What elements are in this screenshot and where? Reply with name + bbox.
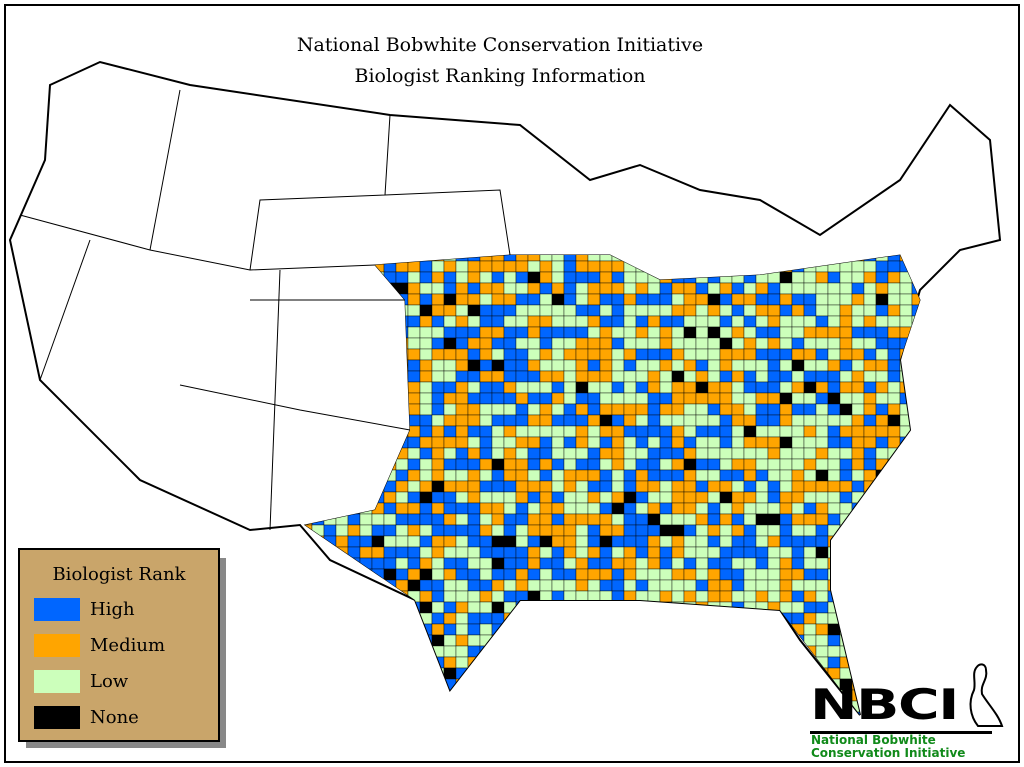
map-border: [4, 4, 1020, 763]
legend-title: Biologist Rank: [52, 564, 186, 585]
legend-swatch: [34, 705, 80, 729]
nbci-logo: NBCI National Bobwhite Conservation Init…: [808, 660, 1018, 760]
logo-rule: [810, 731, 992, 734]
legend-label: Medium: [90, 634, 166, 656]
state-borders: [19, 89, 511, 531]
map-title: National Bobwhite Conservation Initiativ…: [0, 30, 1000, 92]
logo-name: National Bobwhite Conservation Initiativ…: [811, 734, 965, 760]
legend: Biologist Rank High Medium Low None: [18, 548, 220, 742]
legend-label: None: [90, 706, 139, 728]
legend-item-low: Low: [34, 669, 218, 693]
legend-swatch: [34, 669, 80, 693]
logo-line-1: National Bobwhite: [811, 733, 936, 747]
title-line-2: Biologist Ranking Information: [354, 65, 646, 87]
legend-label: High: [90, 598, 135, 620]
legend-item-none: None: [34, 705, 218, 729]
logo-acronym: NBCI: [810, 680, 959, 729]
legend-item-high: High: [34, 597, 218, 621]
title-line-1: National Bobwhite Conservation Initiativ…: [296, 34, 704, 56]
quail-icon: [969, 663, 1004, 727]
legend-swatch: [34, 597, 80, 621]
legend-label: Low: [90, 670, 129, 692]
logo-line-2: Conservation Initiative: [811, 746, 966, 760]
legend-swatch: [34, 633, 80, 657]
legend-item-medium: Medium: [34, 633, 218, 657]
